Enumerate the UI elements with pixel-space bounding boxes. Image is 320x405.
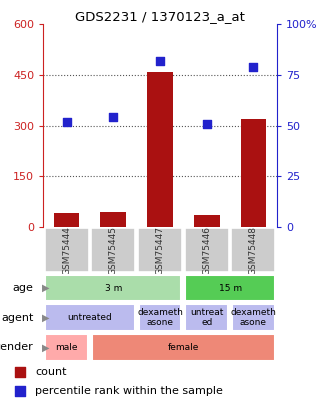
Text: age: age	[13, 283, 34, 293]
Point	[111, 114, 116, 121]
Text: ▶: ▶	[42, 313, 49, 323]
Bar	[185, 305, 228, 331]
Text: untreated: untreated	[68, 313, 112, 322]
Text: 3 m: 3 m	[105, 284, 122, 293]
Bar	[232, 305, 275, 331]
Point	[251, 64, 256, 70]
Text: GSM75445: GSM75445	[109, 226, 118, 275]
Bar	[44, 228, 89, 273]
Text: gender: gender	[0, 342, 34, 352]
Text: ▶: ▶	[42, 342, 49, 352]
Text: GSM75448: GSM75448	[249, 226, 258, 275]
Bar	[45, 305, 135, 331]
Point	[64, 118, 69, 125]
Bar	[185, 275, 275, 301]
Title: GDS2231 / 1370123_a_at: GDS2231 / 1370123_a_at	[75, 10, 245, 23]
Text: GSM75444: GSM75444	[62, 226, 71, 275]
Bar	[92, 334, 275, 360]
Bar	[147, 72, 173, 227]
Bar	[54, 213, 79, 227]
Point	[204, 120, 209, 127]
Text: ▶: ▶	[42, 283, 49, 293]
Text: GSM75446: GSM75446	[202, 226, 211, 275]
Bar	[45, 334, 88, 360]
Bar	[139, 305, 181, 331]
Point	[224, 139, 229, 145]
Text: untreat
ed: untreat ed	[190, 308, 223, 327]
Bar	[241, 119, 266, 227]
Bar	[194, 215, 220, 227]
Bar	[231, 228, 276, 273]
Point	[157, 58, 163, 64]
Text: GSM75447: GSM75447	[156, 226, 164, 275]
Text: count: count	[35, 367, 66, 377]
Text: female: female	[168, 343, 199, 352]
Bar	[185, 228, 229, 273]
Bar	[100, 211, 126, 227]
Text: 15 m: 15 m	[219, 284, 242, 293]
Text: male: male	[55, 343, 78, 352]
Text: dexameth
asone: dexameth asone	[230, 308, 276, 327]
Point	[224, 304, 229, 311]
Bar	[45, 275, 181, 301]
Text: agent: agent	[1, 313, 34, 323]
Text: dexameth
asone: dexameth asone	[137, 308, 183, 327]
Bar	[91, 228, 135, 273]
Bar	[138, 228, 182, 273]
Text: percentile rank within the sample: percentile rank within the sample	[35, 386, 223, 396]
